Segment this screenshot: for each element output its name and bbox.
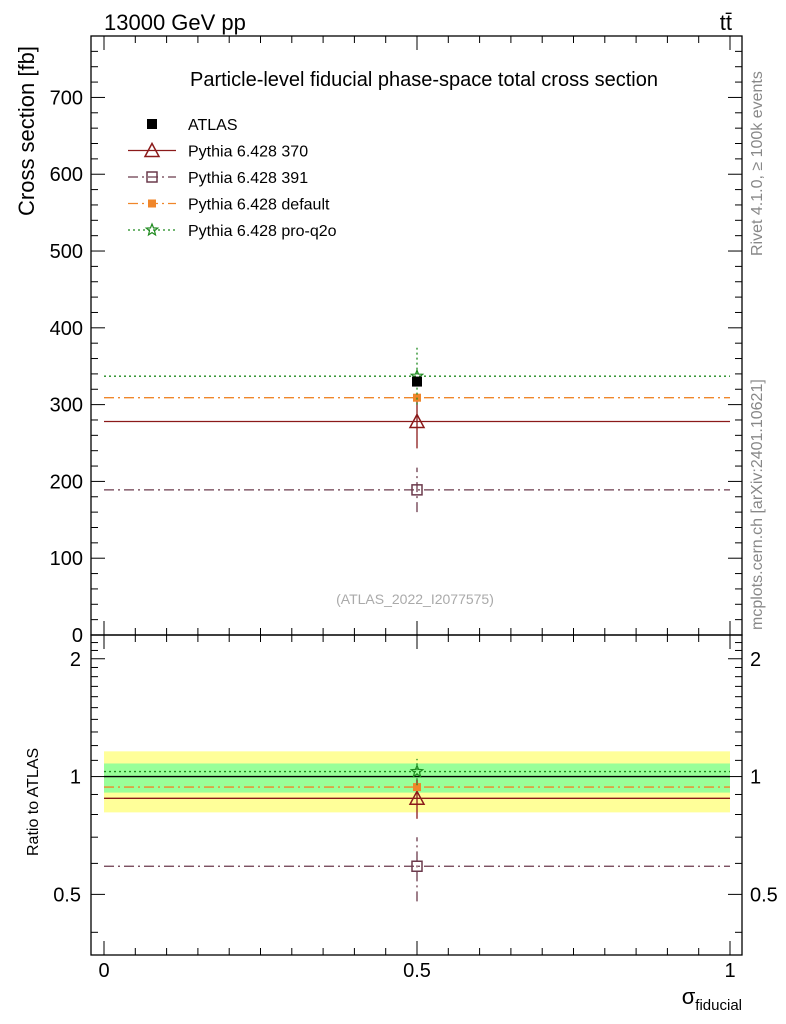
main-y-tick-label: 400 (50, 318, 83, 340)
watermark-label: (ATLAS_2022_I2077575) (336, 591, 494, 607)
ratio-point-pdefault (413, 783, 421, 792)
main-y-tick-label: 600 (50, 164, 83, 186)
rivet-version-label: Rivet 4.1.0, ≥ 100k events (749, 71, 766, 256)
legend-label-p370: Pythia 6.428 370 (188, 144, 308, 161)
x-axis-label-main: σ (682, 984, 696, 1009)
main-y-tick-label: 500 (50, 241, 83, 263)
main-y-tick-label: 300 (50, 395, 83, 417)
legend-marker-p391 (146, 171, 158, 183)
main-y-tick-label: 100 (50, 548, 83, 570)
legend-marker-p370 (143, 141, 161, 158)
x-tick-label: 0.5 (403, 960, 431, 982)
legend-label-p391: Pythia 6.428 391 (188, 170, 308, 187)
source-label: mcplots.cern.ch [arXiv:2401.10621] (749, 379, 766, 630)
ratio-y-tick-label: 1 (70, 767, 81, 789)
ratio-point-p391 (411, 860, 423, 872)
process-label: tt̄ (720, 10, 732, 35)
energy-label: 13000 GeV pp (104, 10, 246, 35)
main-point-p391 (411, 484, 423, 496)
main-point-atlas (412, 376, 422, 387)
ratio-y-tick-label: 0.5 (53, 884, 81, 906)
legend-marker-pq2o (144, 222, 160, 237)
x-tick-label: 1 (724, 960, 735, 982)
main-y-tick-label: 0 (72, 625, 83, 647)
ratio-y-axis-label: Ratio to ATLAS (25, 748, 42, 856)
ratio-point-pq2o (409, 763, 425, 778)
legend-marker-atlas (147, 119, 157, 129)
main-point-p370 (408, 412, 426, 429)
main-y-tick-label: 200 (50, 471, 83, 493)
ratio-y-tick-label-right: 2 (750, 649, 761, 671)
legend-label-pq2o: Pythia 6.428 pro-q2o (188, 223, 337, 240)
x-axis-label-sub: fiducial (695, 997, 742, 1014)
x-tick-label: 0 (98, 960, 109, 982)
main-y-tick-label: 700 (50, 87, 83, 109)
ratio-y-tick-label: 2 (70, 649, 81, 671)
ratio-point-p370 (408, 789, 426, 806)
legend-label-atlas: ATLAS (188, 117, 238, 134)
legend-label-pdefault: Pythia 6.428 default (188, 197, 330, 214)
ratio-y-tick-label-right: 1 (750, 767, 761, 789)
ratio-y-tick-label-right: 0.5 (750, 884, 778, 906)
legend-marker-pdefault (148, 199, 156, 208)
x-axis-label: σfiducial (682, 984, 742, 1014)
main-title: Particle-level fiducial phase-space tota… (190, 69, 658, 91)
main-y-axis-label: Cross section [fb] (14, 46, 39, 216)
